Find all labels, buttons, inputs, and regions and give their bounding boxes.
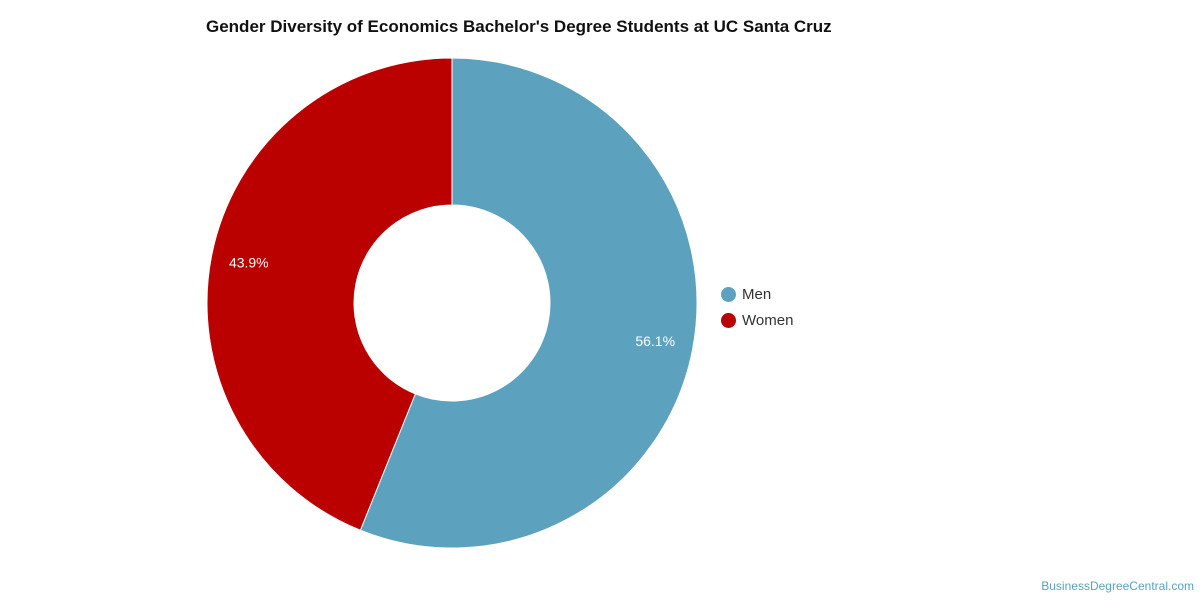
chart-legend: Men Women bbox=[721, 281, 793, 333]
data-label-women: 43.9% bbox=[229, 254, 269, 270]
legend-item-women[interactable]: Women bbox=[721, 307, 793, 333]
donut-slices bbox=[206, 57, 698, 549]
legend-item-men[interactable]: Men bbox=[721, 281, 793, 307]
donut-slice-women[interactable] bbox=[206, 57, 453, 531]
donut-labels: 56.1% 43.9% bbox=[229, 254, 675, 349]
legend-swatch-women bbox=[721, 312, 736, 328]
legend-label-women: Women bbox=[742, 311, 794, 329]
data-label-men: 56.1% bbox=[635, 333, 675, 349]
legend-swatch-men bbox=[721, 286, 736, 302]
chart-title: Gender Diversity of Economics Bachelor's… bbox=[206, 17, 832, 36]
source-credit[interactable]: BusinessDegreeCentral.com bbox=[1041, 579, 1194, 593]
donut-slice-men[interactable] bbox=[359, 57, 698, 549]
legend-label-men: Men bbox=[742, 285, 772, 303]
